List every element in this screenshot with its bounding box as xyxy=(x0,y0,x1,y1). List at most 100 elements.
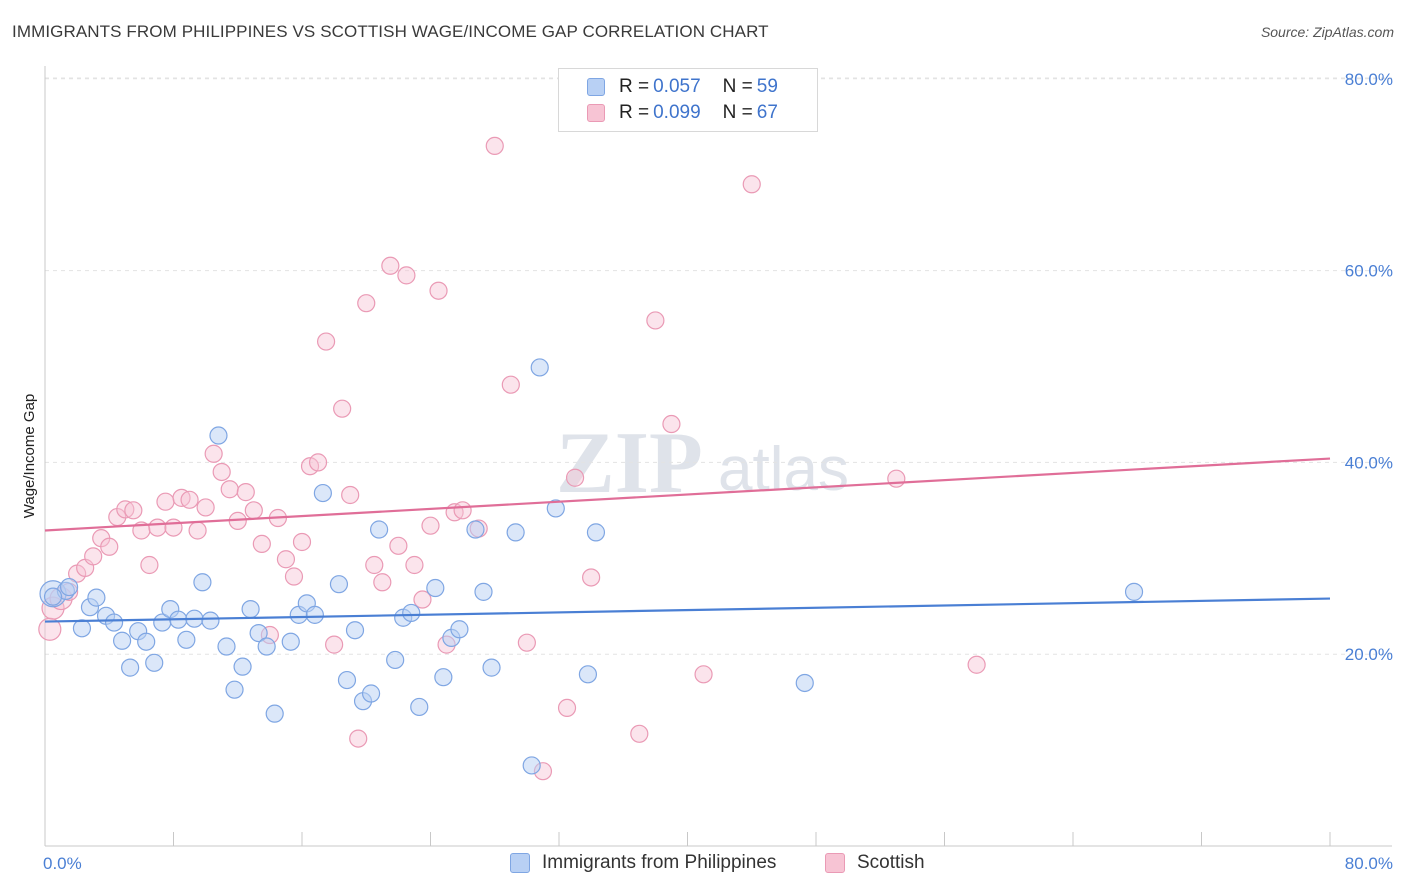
scottish-point xyxy=(341,485,360,505)
scottish-point xyxy=(565,468,585,487)
y-tick-label: 20.0% xyxy=(1345,645,1393,664)
philippines-point xyxy=(482,658,501,677)
philippines-point xyxy=(795,673,814,693)
philippines-point xyxy=(474,582,493,601)
scottish-point xyxy=(316,332,336,351)
scottish-point xyxy=(308,453,328,472)
scottish-point xyxy=(967,655,986,674)
scottish-trendline xyxy=(44,457,1331,532)
scottish-point xyxy=(236,483,255,502)
philippines-point xyxy=(209,426,228,445)
philippines-point xyxy=(241,600,260,619)
scottish-point xyxy=(333,399,352,418)
scottish-point xyxy=(557,698,577,717)
legend-r-label: R = xyxy=(619,102,650,123)
philippines-point xyxy=(137,632,156,651)
scottish-point xyxy=(156,492,175,511)
scottish-point xyxy=(413,590,432,609)
scottish-point xyxy=(694,665,713,684)
scottish-point xyxy=(188,521,207,540)
philippines-point xyxy=(434,668,453,687)
philippines-point xyxy=(233,657,252,676)
y-tick-label: 40.0% xyxy=(1345,453,1393,472)
philippines-point xyxy=(578,665,598,684)
philippines-point xyxy=(87,588,106,607)
scottish-point xyxy=(485,136,504,156)
legend-r-value: 0.099 xyxy=(653,102,701,123)
y-axis-label: Wage/Income Gap xyxy=(21,394,38,519)
legend-n-value: 67 xyxy=(756,102,778,123)
scottish-point xyxy=(357,294,376,313)
philippines-point xyxy=(1124,582,1144,601)
philippines-point xyxy=(72,619,92,638)
philippines-point xyxy=(121,658,140,677)
philippines-point xyxy=(329,575,349,594)
philippines-point xyxy=(402,603,421,623)
bottom-legend-label: Immigrants from Philippines xyxy=(542,852,777,873)
watermark-atlas: atlas xyxy=(718,435,849,504)
scottish-point xyxy=(381,256,400,275)
philippines-point xyxy=(112,631,132,650)
scottish-point xyxy=(630,724,649,743)
bottom-legend-swatch-blue xyxy=(510,853,530,873)
scottish-point xyxy=(196,498,215,517)
scottish-point xyxy=(373,573,392,592)
legend-n-label: N = xyxy=(722,102,753,123)
philippines-point xyxy=(530,358,549,377)
scottish-point xyxy=(180,490,199,509)
legend-r-value: 0.057 xyxy=(653,76,701,97)
scottish-point xyxy=(397,266,416,285)
legend-r-label: R = xyxy=(619,76,650,97)
scottish-point xyxy=(276,550,296,569)
chart-title: IMMIGRANTS FROM PHILIPPINES VS SCOTTISH … xyxy=(12,22,769,41)
philippines-point xyxy=(386,650,405,670)
legend-n-value: 59 xyxy=(756,76,778,97)
philippines-point xyxy=(506,523,525,542)
philippines-point xyxy=(361,684,381,703)
scottish-point xyxy=(646,311,665,330)
philippines-point xyxy=(426,578,445,598)
scottish-point xyxy=(389,536,408,555)
scottish-point xyxy=(325,635,344,654)
philippines-point xyxy=(466,520,485,539)
scottish-point xyxy=(140,555,159,575)
philippines-point xyxy=(522,756,541,775)
scottish-point xyxy=(349,729,368,748)
philippines-point xyxy=(337,670,357,690)
philippines-point xyxy=(177,630,196,649)
scottish-point xyxy=(405,555,424,575)
philippines-point xyxy=(546,499,565,518)
bottom-legend-swatch-pink xyxy=(825,853,845,873)
scottish-point xyxy=(421,516,440,535)
scottish-point xyxy=(84,547,103,566)
scottish-point xyxy=(164,518,183,537)
philippines-point xyxy=(586,523,606,542)
philippines-point xyxy=(313,483,332,503)
x-tick-label: 80.0% xyxy=(1345,854,1393,873)
philippines-point xyxy=(104,613,124,632)
scottish-point xyxy=(662,414,681,434)
philippines-point xyxy=(265,704,284,723)
philippines-point xyxy=(225,680,244,699)
philippines-point xyxy=(217,637,236,656)
legend-row-scottish: R = 0.099 N = 67 xyxy=(587,101,778,125)
scottish-point xyxy=(148,518,167,537)
y-tick-label: 60.0% xyxy=(1345,262,1393,281)
philippines-point xyxy=(257,637,276,656)
scottish-point xyxy=(284,567,304,586)
philippines-point xyxy=(281,632,300,651)
scottish-point xyxy=(124,501,143,520)
philippines-point xyxy=(345,621,365,640)
scottish-point xyxy=(292,532,312,552)
philippines-point xyxy=(249,623,268,643)
scottish-point xyxy=(252,534,271,554)
legend-n-label: N = xyxy=(722,76,753,97)
philippines-point xyxy=(305,605,324,624)
legend-swatch-blue xyxy=(587,78,605,96)
scottish-point xyxy=(501,375,520,394)
bottom-legend-scottish: Scottish xyxy=(825,852,925,874)
philippines-point xyxy=(370,520,389,539)
x-tick-label: 0.0% xyxy=(43,854,82,873)
zipatlas-watermark: ZIP atlas xyxy=(556,415,849,512)
scottish-point xyxy=(429,281,448,300)
